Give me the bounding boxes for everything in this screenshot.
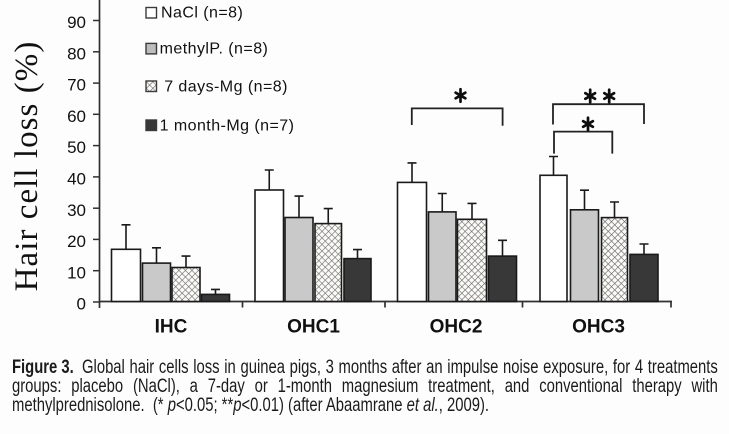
svg-text:OHC3: OHC3 xyxy=(572,317,625,338)
svg-text:10: 10 xyxy=(67,263,86,282)
svg-text:70: 70 xyxy=(67,76,86,95)
svg-text:OHC2: OHC2 xyxy=(430,317,483,338)
svg-text:methylP. (n=8): methylP. (n=8) xyxy=(160,41,269,58)
svg-text:IHC: IHC xyxy=(155,317,188,338)
svg-text:90: 90 xyxy=(67,13,86,32)
svg-text:40: 40 xyxy=(67,170,86,189)
svg-text:1 month-Mg (n=7): 1 month-Mg (n=7) xyxy=(160,118,295,135)
svg-text:0: 0 xyxy=(77,295,86,314)
svg-text:NaCl (n=8): NaCl (n=8) xyxy=(161,5,243,22)
svg-text:7 days-Mg (n=8): 7 days-Mg (n=8) xyxy=(164,79,288,96)
svg-text:80: 80 xyxy=(67,44,86,63)
svg-text:Hair cell loss (%): Hair cell loss (%) xyxy=(9,41,45,292)
svg-text:30: 30 xyxy=(67,201,86,220)
svg-text:60: 60 xyxy=(67,107,86,126)
svg-text:20: 20 xyxy=(67,232,86,251)
svg-text:50: 50 xyxy=(67,138,86,157)
svg-text:OHC1: OHC1 xyxy=(287,317,340,338)
